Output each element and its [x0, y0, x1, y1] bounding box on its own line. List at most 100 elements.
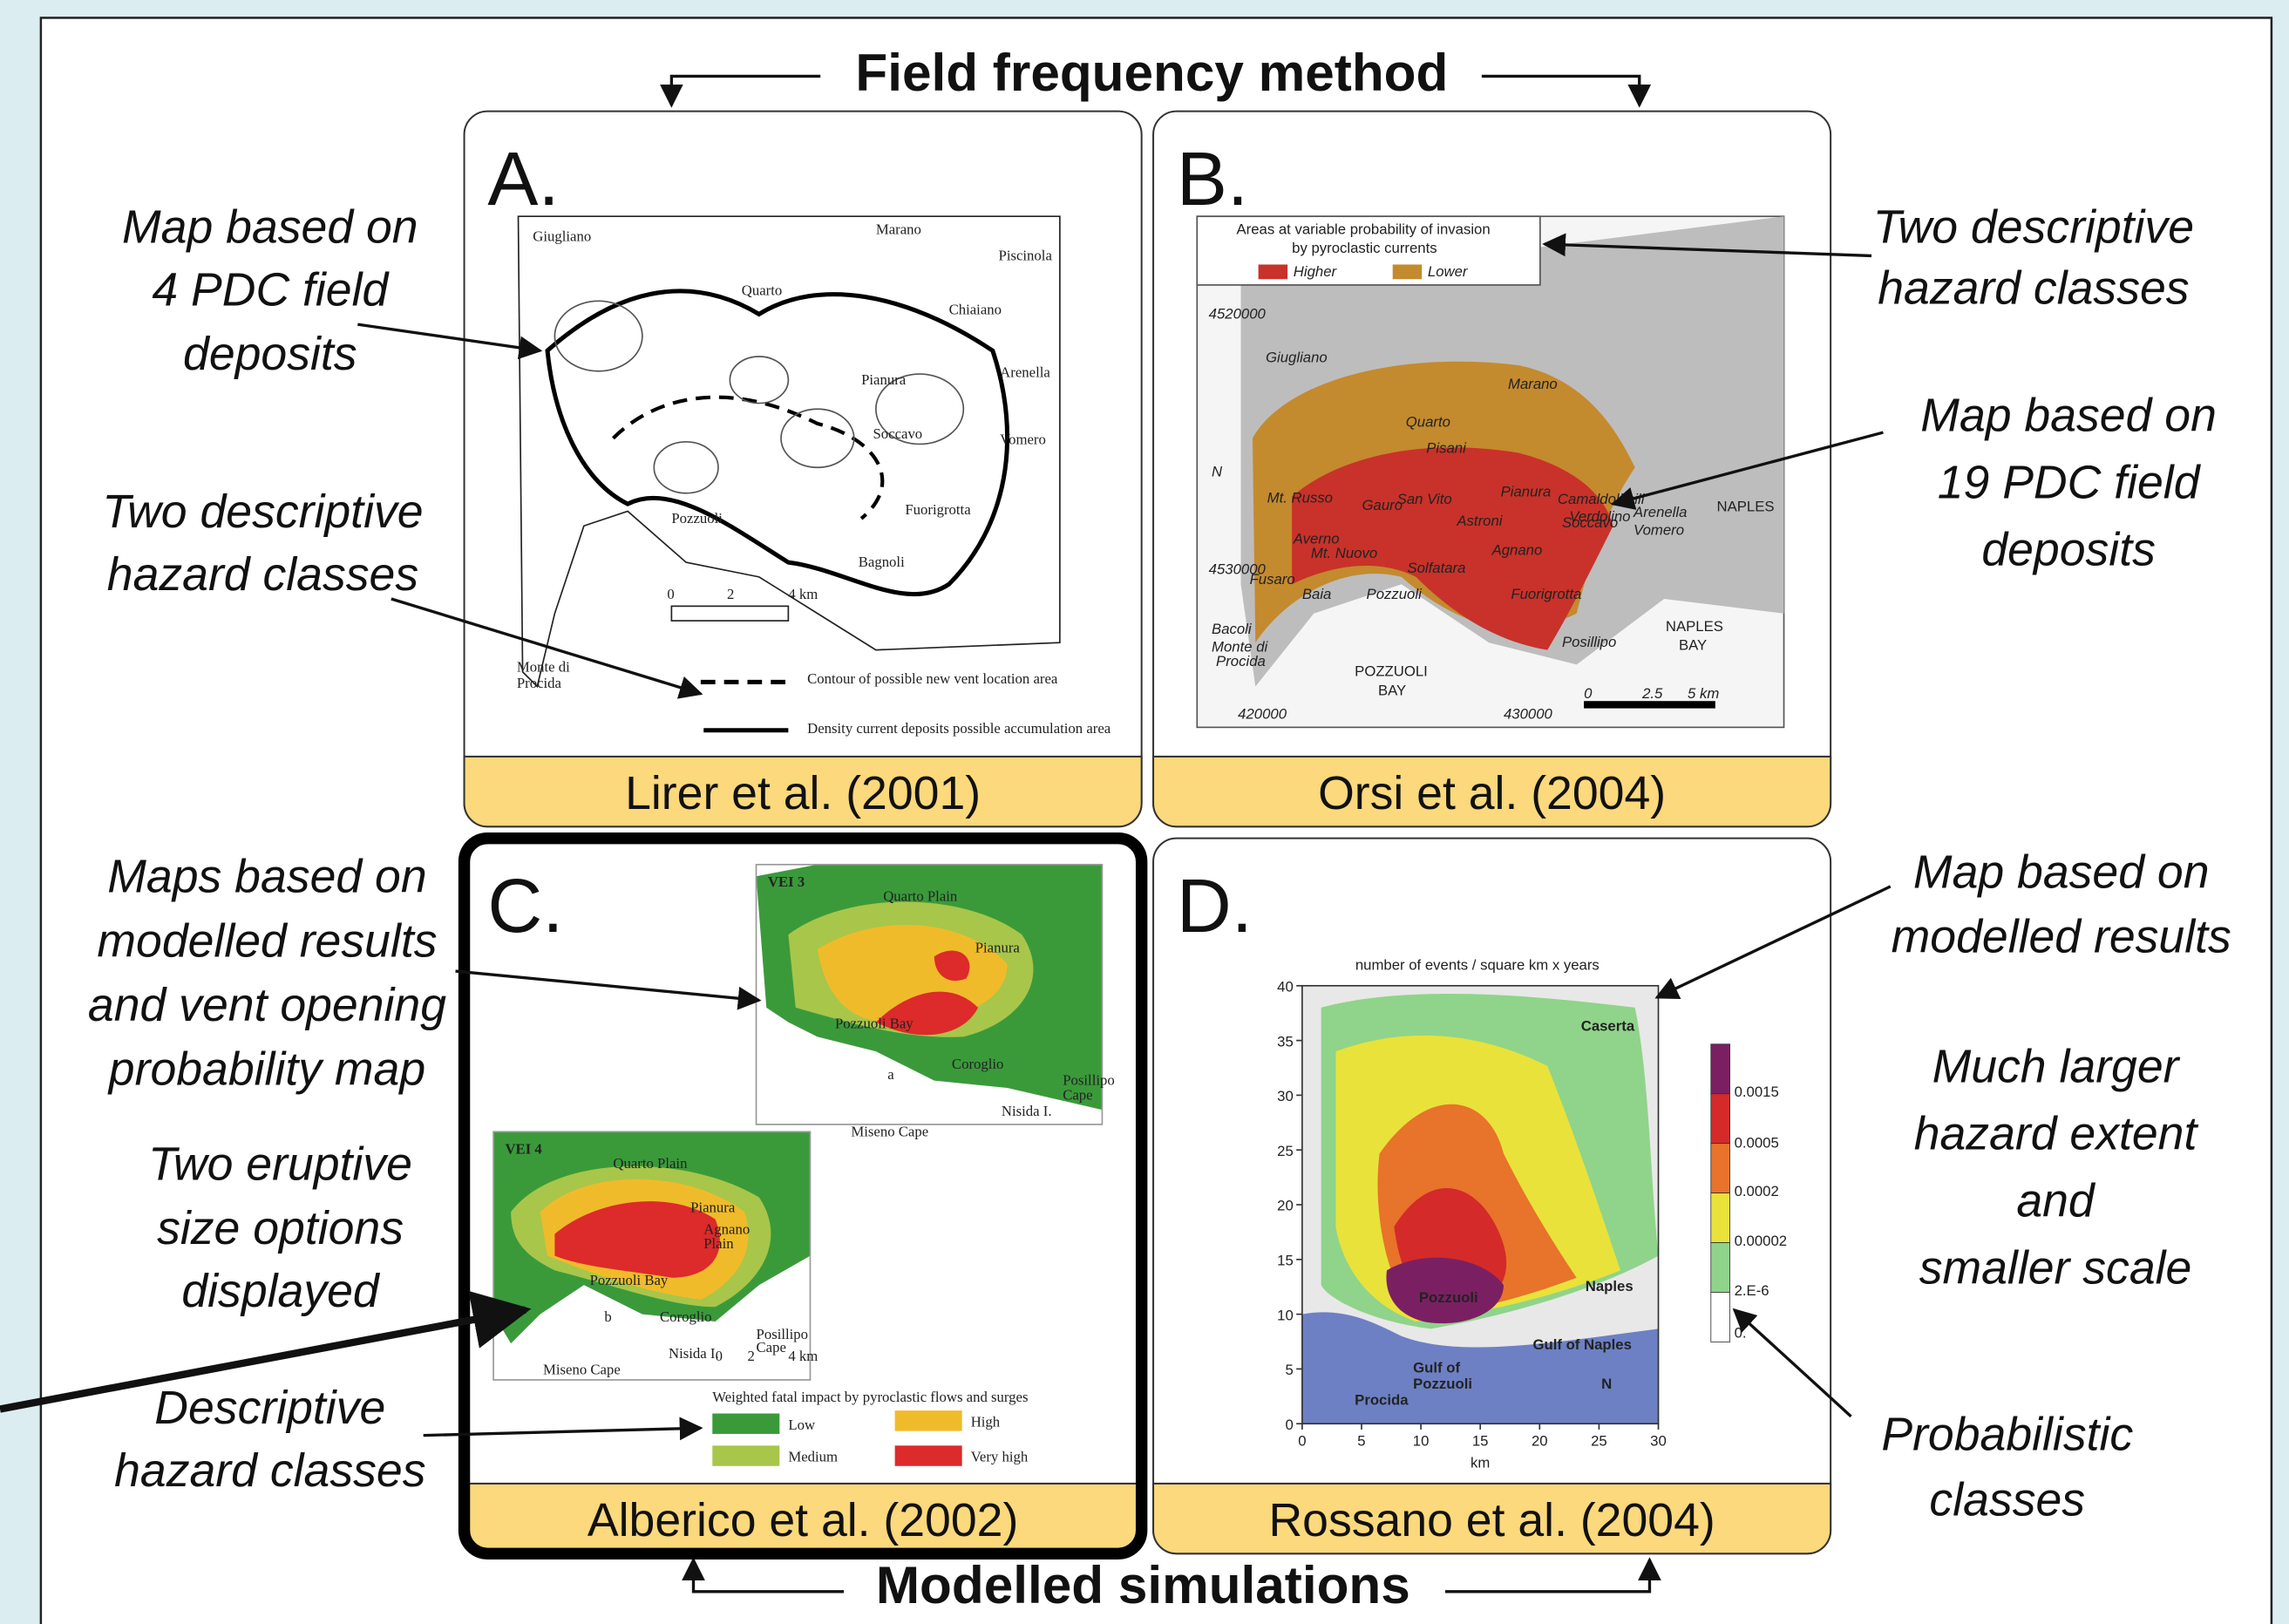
annotation: Probabilistic: [1881, 1408, 2133, 1460]
annotation: Two descriptive: [102, 486, 423, 538]
label: 4 km: [788, 586, 818, 602]
label: Pianura: [690, 1199, 736, 1215]
label: Miseno Cape: [851, 1123, 928, 1139]
label: Marano: [876, 221, 921, 237]
label: Mt. Russo: [1267, 489, 1333, 506]
annotation: displayed: [181, 1265, 381, 1317]
citation: Alberico et al. (2002): [588, 1494, 1018, 1546]
label: 15: [1277, 1253, 1294, 1269]
scale-bar: [1584, 701, 1715, 708]
title: Modelled simulations: [876, 1555, 1410, 1614]
label: Arenella: [1633, 504, 1687, 520]
label: Posillipo: [1562, 634, 1616, 650]
label: Vomero: [1634, 521, 1684, 538]
label: 0: [667, 586, 674, 602]
label: Baia: [1302, 586, 1332, 602]
label: Pozzuoli: [1413, 1376, 1472, 1392]
label: Procida: [517, 675, 562, 691]
label: Cape: [1063, 1086, 1092, 1103]
label: C.: [487, 864, 563, 948]
label: Density current deposits possible accumu…: [807, 720, 1111, 737]
color-swatch: [1711, 1193, 1730, 1243]
label: 30: [1650, 1432, 1667, 1449]
label: D.: [1177, 864, 1253, 948]
label: NAPLES: [1716, 499, 1774, 515]
label: 25: [1277, 1143, 1294, 1159]
annotation: Two descriptive: [1873, 200, 2194, 253]
label: NAPLES: [1666, 618, 1723, 635]
annotation: hazard extent: [1914, 1107, 2199, 1159]
figure: Field frequency method Modelled simulatio…: [0, 0, 2289, 1624]
label: POZZUOLI: [1355, 663, 1428, 680]
label: Soccavo: [1562, 514, 1618, 531]
label: Pozzuoli: [1419, 1289, 1478, 1306]
label: 0.00002: [1735, 1233, 1788, 1249]
label: Marano: [1508, 376, 1558, 392]
label: Fuorigrotta: [1511, 586, 1581, 602]
annotation: Maps based on: [107, 851, 426, 903]
label: Pozzuoli Bay: [590, 1272, 669, 1288]
label: Pozzuoli Bay: [835, 1015, 914, 1031]
annotation: hazard classes: [114, 1444, 425, 1497]
annotation: modelled results: [97, 914, 437, 967]
label: Fuorigrotta: [905, 501, 971, 518]
title: Field frequency method: [855, 43, 1448, 102]
label: Quarto Plain: [883, 888, 958, 905]
label: Arenella: [1000, 364, 1050, 380]
label: 2: [747, 1348, 754, 1364]
label: Areas at variable probability of invasio…: [1237, 221, 1491, 237]
label: VEI 4: [505, 1140, 542, 1157]
label: B.: [1177, 137, 1248, 221]
label: 4 km: [788, 1348, 818, 1364]
label: A.: [487, 137, 559, 221]
label: Giugliano: [1266, 350, 1328, 366]
legend-swatch: [895, 1410, 962, 1430]
label: b: [604, 1308, 611, 1325]
annotation: Much larger: [1932, 1040, 2181, 1092]
label: Pianura: [861, 371, 907, 388]
annotation: probability map: [107, 1043, 425, 1096]
label: Coroglio: [952, 1056, 1004, 1072]
legend-swatch: [895, 1445, 962, 1465]
annotation: deposits: [183, 328, 357, 380]
color-swatch: [1711, 1243, 1730, 1293]
label: 10: [1277, 1307, 1294, 1323]
label: Bacoli: [1212, 621, 1253, 637]
label: Higher: [1294, 263, 1338, 280]
label: Contour of possible new vent location ar…: [807, 670, 1058, 687]
label: 25: [1591, 1432, 1607, 1449]
label: Pianura: [975, 939, 1021, 955]
label: Naples: [1586, 1278, 1634, 1294]
label: 5: [1286, 1362, 1294, 1378]
label: Lower: [1428, 263, 1469, 280]
label: 15: [1472, 1432, 1489, 1449]
label: 0.0002: [1735, 1183, 1779, 1199]
label: Cape: [757, 1339, 786, 1356]
annotation: classes: [1929, 1474, 2085, 1526]
annotation: Map based on: [1913, 846, 2210, 899]
label: Medium: [788, 1449, 838, 1465]
label: Quarto Plain: [613, 1155, 688, 1172]
label: Quarto: [1406, 413, 1450, 430]
label: number of events / square km x years: [1355, 956, 1600, 973]
label: Weighted fatal impact by pyroclastic flo…: [712, 1389, 1028, 1405]
label: a: [887, 1066, 894, 1083]
annotation: Two eruptive: [148, 1138, 412, 1191]
color-swatch: [1711, 1144, 1730, 1193]
label: 430000: [1504, 705, 1553, 722]
label: Vomero: [1000, 431, 1046, 447]
annotation: and vent opening: [88, 979, 446, 1031]
label: Gulf of: [1413, 1360, 1460, 1376]
label: Nisida I.: [669, 1345, 719, 1362]
label: High: [971, 1414, 1001, 1430]
annotation: deposits: [1981, 523, 2156, 575]
label: 5 km: [1688, 685, 1719, 702]
label: 4530000: [1209, 561, 1267, 578]
label: 5: [1357, 1432, 1365, 1449]
label: Pozzuoli: [1367, 586, 1423, 602]
label: Agnano: [1491, 542, 1543, 559]
label: 4520000: [1209, 305, 1267, 322]
label: Caserta: [1581, 1018, 1635, 1035]
label: 20: [1532, 1432, 1548, 1449]
legend-swatch: [1259, 264, 1287, 279]
